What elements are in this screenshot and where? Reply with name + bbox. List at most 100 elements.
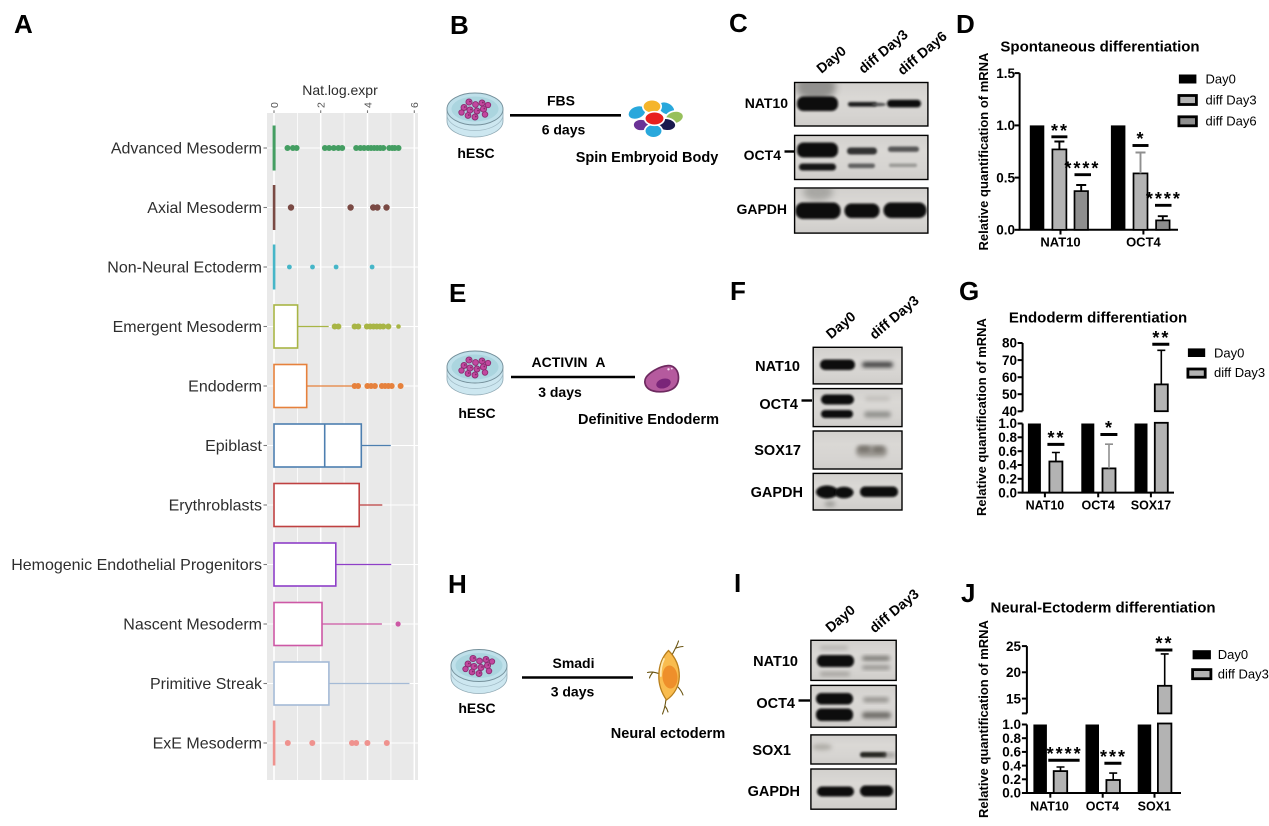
- svg-text:Smadi: Smadi: [552, 655, 594, 671]
- svg-text:Endoderm differentiation: Endoderm differentiation: [1009, 310, 1187, 327]
- svg-text:1.0: 1.0: [998, 416, 1017, 431]
- svg-text:Nascent Mesoderm: Nascent Mesoderm: [123, 617, 262, 634]
- svg-text:Day0: Day0: [813, 42, 849, 76]
- svg-text:3 days: 3 days: [551, 684, 595, 700]
- svg-text:Day0: Day0: [1214, 346, 1244, 361]
- svg-text:*: *: [1136, 129, 1145, 149]
- svg-text:15: 15: [1006, 691, 1022, 706]
- svg-text:0.5: 0.5: [996, 170, 1015, 185]
- svg-text:****: ****: [1146, 189, 1182, 209]
- svg-text:NAT10: NAT10: [753, 654, 798, 670]
- svg-text:Nat.log.expr: Nat.log.expr: [302, 82, 378, 98]
- svg-text:0.0: 0.0: [998, 485, 1017, 500]
- svg-text:25: 25: [1006, 639, 1022, 654]
- svg-text:NAT10: NAT10: [1040, 235, 1080, 250]
- svg-text:0.8: 0.8: [998, 430, 1017, 445]
- svg-text:Day0: Day0: [822, 601, 858, 635]
- svg-text:1.0: 1.0: [996, 118, 1015, 133]
- svg-text:1.0: 1.0: [1002, 717, 1021, 732]
- svg-text:GAPDH: GAPDH: [751, 485, 803, 501]
- svg-text:F: F: [730, 276, 746, 306]
- svg-text:2: 2: [316, 102, 328, 108]
- svg-text:SOX1: SOX1: [1138, 800, 1171, 814]
- svg-text:SOX17: SOX17: [1131, 499, 1171, 513]
- svg-text:50: 50: [1002, 387, 1017, 402]
- svg-text:Definitive Endoderm: Definitive Endoderm: [578, 412, 719, 428]
- svg-text:60: 60: [1002, 370, 1017, 385]
- svg-text:A: A: [14, 9, 33, 39]
- svg-text:Hemogenic Endothelial Progenit: Hemogenic Endothelial Progenitors: [11, 557, 262, 574]
- svg-text:0.2: 0.2: [998, 472, 1017, 487]
- svg-text:0.2: 0.2: [1002, 772, 1021, 787]
- svg-text:****: ****: [1047, 744, 1083, 764]
- svg-text:I: I: [734, 568, 741, 598]
- svg-text:diff Day3: diff Day3: [866, 585, 922, 635]
- svg-text:H: H: [448, 569, 467, 599]
- svg-text:Erythroblasts: Erythroblasts: [169, 498, 262, 515]
- svg-text:0.4: 0.4: [998, 458, 1017, 473]
- svg-text:ACTIVIN A: ACTIVIN A: [532, 354, 606, 370]
- svg-text:80: 80: [1002, 336, 1017, 351]
- svg-text:Spontaneous differentiation: Spontaneous differentiation: [1000, 39, 1199, 56]
- svg-text:GAPDH: GAPDH: [736, 201, 787, 217]
- svg-text:Non-Neural Ectoderm: Non-Neural Ectoderm: [107, 260, 262, 277]
- svg-text:Axial Mesoderm: Axial Mesoderm: [147, 200, 262, 217]
- svg-text:****: ****: [1064, 158, 1100, 178]
- svg-text:Day0: Day0: [1206, 72, 1236, 87]
- svg-text:4: 4: [362, 102, 374, 108]
- svg-text:OCT4: OCT4: [759, 397, 798, 413]
- svg-text:B: B: [450, 10, 469, 40]
- svg-text:SOX1: SOX1: [752, 743, 791, 759]
- svg-text:OCT4: OCT4: [756, 696, 795, 712]
- svg-text:Emergent Mesoderm: Emergent Mesoderm: [113, 319, 262, 336]
- svg-text:40: 40: [1002, 404, 1017, 419]
- svg-text:diff Day3: diff Day3: [1218, 666, 1269, 681]
- svg-text:E: E: [449, 278, 466, 308]
- svg-text:NAT10: NAT10: [1026, 499, 1065, 513]
- svg-text:C: C: [729, 8, 748, 38]
- svg-text:**: **: [1047, 428, 1065, 448]
- svg-text:SOX17: SOX17: [754, 443, 801, 459]
- svg-text:diff Day3: diff Day3: [1206, 93, 1257, 108]
- svg-text:Neural-Ectoderm differentiatio: Neural-Ectoderm differentiation: [990, 600, 1215, 617]
- svg-text:OCT4: OCT4: [1126, 235, 1161, 250]
- svg-text:**: **: [1155, 634, 1173, 654]
- svg-text:hESC: hESC: [458, 700, 495, 716]
- svg-text:0: 0: [269, 102, 281, 108]
- svg-text:diff Day6: diff Day6: [1206, 114, 1257, 129]
- svg-text:diff Day3: diff Day3: [866, 292, 922, 342]
- svg-text:Day0: Day0: [823, 308, 859, 342]
- svg-text:**: **: [1051, 121, 1069, 141]
- svg-text:OCT4: OCT4: [744, 147, 782, 163]
- svg-text:Relative quantification of mRN: Relative quantification of mRNA: [976, 52, 991, 251]
- svg-text:0.6: 0.6: [1002, 745, 1021, 760]
- svg-text:D: D: [956, 9, 975, 39]
- svg-text:Advanced Mesoderm: Advanced Mesoderm: [111, 141, 262, 158]
- svg-text:0.0: 0.0: [996, 223, 1015, 238]
- svg-text:OCT4: OCT4: [1082, 499, 1115, 513]
- svg-text:Endoderm: Endoderm: [188, 379, 262, 396]
- svg-text:hESC: hESC: [457, 145, 494, 161]
- svg-text:J: J: [961, 578, 975, 608]
- svg-text:ExE Mesoderm: ExE Mesoderm: [153, 736, 262, 753]
- svg-text:Relative quantification of mRN: Relative quantification of mRNA: [976, 619, 991, 818]
- svg-text:Day0: Day0: [1218, 647, 1248, 662]
- svg-text:6 days: 6 days: [542, 122, 586, 138]
- svg-text:G: G: [959, 276, 979, 306]
- svg-text:Epiblast: Epiblast: [205, 438, 262, 455]
- svg-text:OCT4: OCT4: [1086, 800, 1119, 814]
- svg-text:NAT10: NAT10: [745, 95, 789, 111]
- svg-text:1.5: 1.5: [996, 66, 1015, 81]
- svg-text:0.8: 0.8: [1002, 731, 1021, 746]
- svg-text:Neural ectoderm: Neural ectoderm: [611, 726, 725, 742]
- svg-text:20: 20: [1006, 665, 1021, 680]
- svg-text:Primitive Streak: Primitive Streak: [150, 676, 263, 693]
- svg-text:**: **: [1152, 328, 1170, 348]
- svg-text:NAT10: NAT10: [755, 359, 800, 375]
- svg-text:6: 6: [409, 102, 421, 108]
- svg-text:diff Day3: diff Day3: [1214, 365, 1265, 380]
- svg-text:*: *: [1105, 418, 1114, 438]
- svg-text:FBS: FBS: [547, 93, 575, 109]
- svg-text:3 days: 3 days: [538, 384, 582, 400]
- svg-text:***: ***: [1100, 747, 1127, 767]
